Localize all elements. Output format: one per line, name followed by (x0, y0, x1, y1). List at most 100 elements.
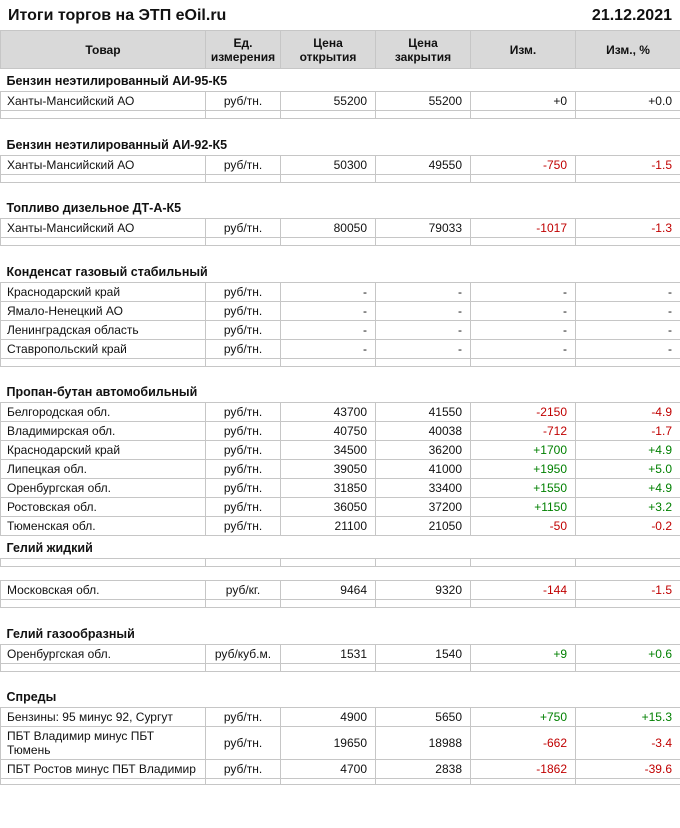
change-cell: +1550 (470, 478, 576, 498)
spacer-cell (470, 662, 576, 672)
change-pct-cell: +15.3 (575, 707, 680, 727)
results-table: Товар Ед. измерения Цена открытия Цена закр… (0, 30, 680, 785)
change-cell: -2150 (470, 402, 576, 422)
end-cell (0, 778, 206, 785)
spacer-cell (0, 599, 206, 608)
change-pct-cell: -1.5 (575, 154, 680, 175)
close-cell: 40038 (375, 421, 471, 441)
change-cell: -50 (470, 516, 576, 536)
unit-cell: руб/тн. (205, 459, 281, 479)
report-date: 21.12.2021 (591, 7, 672, 24)
gap-row (1, 567, 680, 581)
open-cell: 4900 (280, 707, 376, 727)
product-cell: Белгородская обл. (0, 402, 206, 422)
col-header-change: Изм. (470, 30, 576, 69)
unit-cell: руб/тн. (205, 154, 281, 175)
spacer-cell (470, 558, 576, 567)
spacer-cell (575, 110, 680, 119)
close-cell: 5650 (375, 707, 471, 727)
table-row: Московская обл. руб/кг. 9464 9320 -144 -1.5 (0, 580, 680, 600)
titlebar: Итоги торгов на ЭТП eOil.ru 21.12.2021 (0, 0, 680, 30)
table-row: Ленинградская область руб/тн. - - - - (0, 319, 680, 340)
change-pct-cell: - (575, 338, 680, 359)
col-header-change_pct: Изм., % (575, 30, 680, 69)
close-cell: 33400 (375, 478, 471, 498)
table-row: Оренбургская обл. руб/куб.м. 1531 1540 +9 +0.… (0, 643, 680, 664)
spacer-cell (205, 110, 281, 119)
unit-cell: руб/тн. (205, 440, 281, 460)
section-title: Гелий газообразный (6, 626, 135, 641)
section-title: Конденсат газовый стабильный (6, 264, 208, 279)
change-cell: -712 (470, 421, 576, 441)
unit-cell: руб/тн. (205, 402, 281, 422)
spacer-row (0, 662, 680, 672)
change-pct-cell: +5.0 (575, 459, 680, 479)
close-cell: 37200 (375, 497, 471, 517)
unit-cell: руб/кг. (205, 580, 281, 600)
close-cell: 9320 (375, 580, 471, 600)
product-cell: Краснодарский край (0, 440, 206, 460)
spacer-cell (575, 599, 680, 608)
product-cell: ПБТ Ростов минус ПБТ Владимир (0, 759, 206, 779)
close-cell: 1540 (375, 643, 471, 664)
table-row: Ханты-Мансийский АО руб/тн. 50300 49550 -750… (0, 154, 680, 175)
end-cell (205, 778, 281, 785)
gap-row (1, 608, 680, 622)
spacer-cell (0, 558, 206, 567)
col-header-open: Цена открытия (280, 30, 376, 69)
spacer-cell (375, 357, 471, 367)
product-cell: Тюменская обл. (0, 516, 206, 536)
change-pct-cell: +0.0 (575, 91, 680, 111)
close-cell: 2838 (375, 759, 471, 779)
trading-results-report: Итоги торгов на ЭТП eOil.ru 21.12.2021 Т… (0, 0, 680, 785)
close-cell: - (375, 281, 471, 302)
end-cell (470, 778, 576, 785)
open-cell: - (280, 338, 376, 359)
close-cell: 49550 (375, 154, 471, 175)
product-cell: Липецкая обл. (0, 459, 206, 479)
change-cell: -662 (470, 726, 576, 760)
spacer-row (0, 357, 680, 367)
unit-cell: руб/тн. (205, 497, 281, 517)
section-title: Спреды (6, 690, 57, 704)
close-cell: 21050 (375, 516, 471, 536)
unit-cell: руб/тн. (205, 338, 281, 359)
spacer-row (0, 110, 680, 119)
change-pct-cell: -1.3 (575, 218, 680, 238)
page-title: Итоги торгов на ЭТП eOil.ru (8, 7, 227, 24)
spacer-cell (375, 558, 471, 567)
section-title: Бензин неэтилированный АИ-92-К5 (6, 137, 228, 152)
section-title: Гелий жидкий (6, 541, 93, 555)
table-row: Ханты-Мансийский АО руб/тн. 80050 79033 -101… (0, 218, 680, 238)
open-cell: 40750 (280, 421, 376, 441)
change-pct-cell: -4.9 (575, 402, 680, 422)
table-row: Белгородская обл. руб/тн. 43700 41550 -2150-… (0, 402, 680, 422)
table-row: Бензины: 95 минус 92, Сургут руб/тн. 4900 5… (0, 707, 680, 727)
unit-cell: руб/тн. (205, 300, 281, 321)
spacer-cell (375, 110, 471, 119)
spacer-cell (575, 173, 680, 183)
spacer-cell (0, 662, 206, 672)
table-row: Краснодарский край руб/тн. 34500 36200 +1700… (0, 440, 680, 460)
change-cell: +9 (470, 643, 576, 664)
open-cell: 80050 (280, 218, 376, 238)
section-row: Гелий жидкий (1, 536, 680, 559)
change-cell: +1950 (470, 459, 576, 479)
product-cell: Бензины: 95 минус 92, Сургут (0, 707, 206, 727)
spacer-cell (575, 558, 680, 567)
unit-cell: руб/тн. (205, 478, 281, 498)
spacer-cell (205, 662, 281, 672)
change-cell: +1150 (470, 497, 576, 517)
open-cell: 50300 (280, 154, 376, 175)
table-row: Оренбургская обл. руб/тн. 31850 33400 +1550 +… (0, 478, 680, 498)
close-cell: 79033 (375, 218, 471, 238)
section-row: Гелий газообразный (1, 622, 680, 645)
unit-cell: руб/тн. (205, 218, 281, 238)
change-cell: -144 (470, 580, 576, 600)
change-pct-cell: -1.7 (575, 421, 680, 441)
product-cell: Владимирская обл. (0, 421, 206, 441)
change-cell: -750 (470, 154, 576, 175)
spacer-cell (575, 237, 680, 246)
open-cell: 55200 (280, 91, 376, 111)
spacer-cell (575, 357, 680, 367)
